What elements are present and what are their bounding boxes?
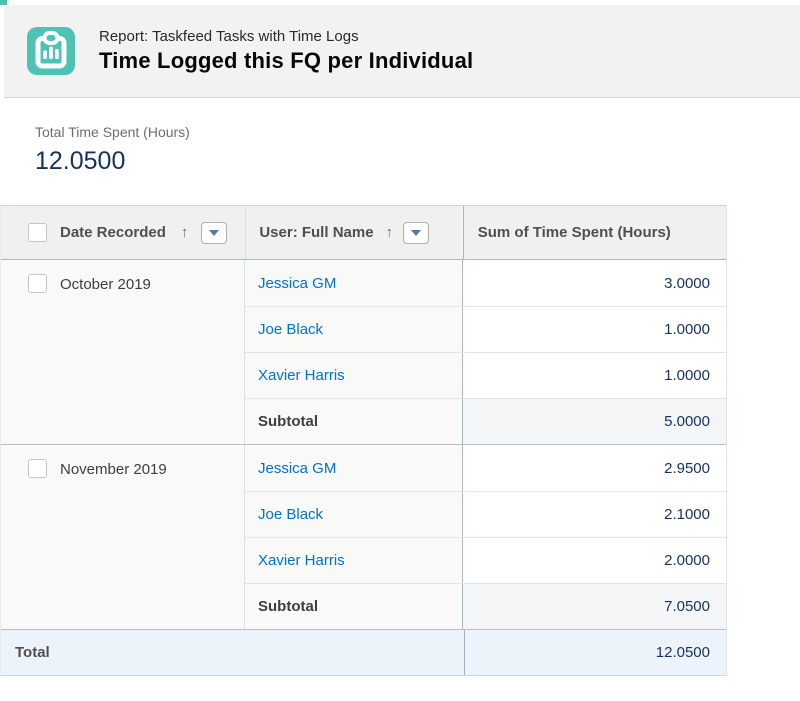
report-clipboard-chart-icon bbox=[27, 27, 75, 75]
value-cell: 1.0000 bbox=[463, 353, 726, 398]
grand-total-value: 12.0500 bbox=[463, 630, 726, 675]
user-cell: Joe Black bbox=[245, 307, 463, 352]
report-header: Report: Taskfeed Tasks with Time Logs Ti… bbox=[4, 5, 800, 98]
value-cell: 1.0000 bbox=[463, 307, 726, 352]
corner-accent bbox=[0, 0, 7, 5]
user-cell: Jessica GM bbox=[245, 445, 463, 491]
value-cell: 2.9500 bbox=[463, 445, 726, 491]
summary-metric-label: Total Time Spent (Hours) bbox=[35, 124, 190, 140]
table-row: Xavier Harris 2.0000 bbox=[245, 537, 726, 583]
group-select-checkbox[interactable] bbox=[28, 274, 47, 293]
report-type-label: Report: Taskfeed Tasks with Time Logs bbox=[99, 28, 359, 45]
group-row-october-2019: October 2019 Jessica GM 3.0000 Joe Black… bbox=[1, 260, 726, 445]
user-link[interactable]: Jessica GM bbox=[258, 459, 337, 477]
table-row: Joe Black 2.1000 bbox=[245, 491, 726, 537]
column-menu-button[interactable] bbox=[403, 221, 430, 244]
group-row-november-2019: November 2019 Jessica GM 2.9500 Joe Blac… bbox=[1, 445, 726, 630]
subtotal-label-cell: Subtotal bbox=[245, 399, 463, 444]
column-label-user-full-name: User: Full Name bbox=[259, 224, 374, 241]
report-header-text: Report: Taskfeed Tasks with Time Logs Ti… bbox=[99, 28, 473, 74]
column-label-sum-time-spent: Sum of Time Spent (Hours) bbox=[477, 224, 671, 241]
summary-metric-value: 12.0500 bbox=[35, 147, 126, 175]
grand-total-label: Total bbox=[15, 644, 50, 661]
subtotal-value-cell: 7.0500 bbox=[463, 584, 726, 629]
user-cell: Xavier Harris bbox=[245, 538, 463, 583]
sort-asc-icon[interactable]: ↑ bbox=[385, 224, 394, 241]
chevron-down-icon bbox=[209, 229, 220, 236]
report-title: Time Logged this FQ per Individual bbox=[99, 48, 474, 73]
table-header-row: Date Recorded ↑ User: Full Name ↑ Sum of… bbox=[1, 206, 726, 260]
sort-asc-icon[interactable]: ↑ bbox=[180, 224, 189, 241]
group-select-checkbox[interactable] bbox=[28, 459, 47, 478]
chevron-down-icon bbox=[411, 229, 422, 236]
user-cell: Joe Black bbox=[245, 492, 463, 537]
group-detail-rows: Jessica GM 3.0000 Joe Black 1.0000 Xavie… bbox=[245, 260, 726, 444]
group-label: November 2019 bbox=[60, 461, 167, 478]
user-link[interactable]: Joe Black bbox=[258, 321, 324, 338]
value-cell: 3.0000 bbox=[463, 260, 726, 306]
value-cell: 2.0000 bbox=[463, 538, 726, 583]
column-header-sum-time-spent[interactable]: Sum of Time Spent (Hours) bbox=[464, 206, 726, 259]
subtotal-row: Subtotal 5.0000 bbox=[245, 398, 726, 444]
user-cell: Jessica GM bbox=[245, 260, 463, 306]
grand-total-row: Total 12.0500 bbox=[1, 630, 726, 676]
column-header-user-full-name[interactable]: User: Full Name ↑ bbox=[246, 206, 464, 259]
group-cell-date: November 2019 bbox=[1, 445, 245, 629]
subtotal-value-cell: 5.0000 bbox=[463, 399, 726, 444]
table-row: Jessica GM 3.0000 bbox=[245, 260, 726, 306]
select-all-checkbox[interactable] bbox=[28, 223, 47, 242]
column-label-date-recorded: Date Recorded bbox=[60, 224, 166, 241]
user-link[interactable]: Jessica GM bbox=[258, 274, 337, 292]
summary-section: Total Time Spent (Hours) 12.0500 bbox=[0, 98, 800, 205]
user-link[interactable]: Xavier Harris bbox=[258, 367, 345, 384]
column-menu-button[interactable] bbox=[201, 221, 228, 244]
subtotal-label-cell: Subtotal bbox=[245, 584, 463, 629]
table-row: Joe Black 1.0000 bbox=[245, 306, 726, 352]
report-table: Date Recorded ↑ User: Full Name ↑ Sum of… bbox=[0, 205, 727, 676]
group-label: October 2019 bbox=[60, 276, 151, 293]
value-cell: 2.1000 bbox=[463, 492, 726, 537]
group-detail-rows: Jessica GM 2.9500 Joe Black 2.1000 Xavie… bbox=[245, 445, 726, 629]
table-row: Jessica GM 2.9500 bbox=[245, 445, 726, 491]
user-cell: Xavier Harris bbox=[245, 353, 463, 398]
column-header-date-recorded[interactable]: Date Recorded ↑ bbox=[1, 206, 247, 259]
user-link[interactable]: Xavier Harris bbox=[258, 552, 345, 569]
table-row: Xavier Harris 1.0000 bbox=[245, 352, 726, 398]
subtotal-row: Subtotal 7.0500 bbox=[245, 583, 726, 629]
group-cell-date: October 2019 bbox=[1, 260, 245, 444]
user-link[interactable]: Joe Black bbox=[258, 506, 324, 523]
